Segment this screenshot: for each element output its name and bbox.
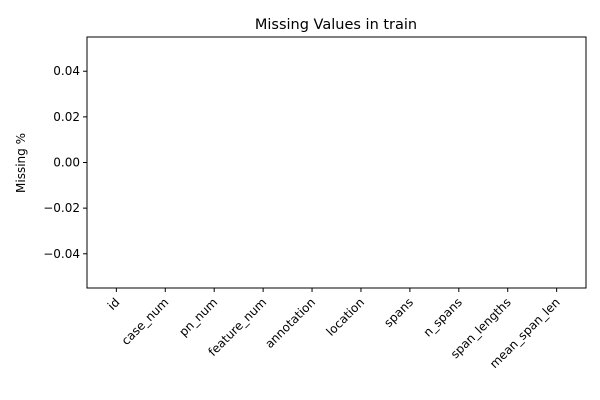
y-axis-label: Missing % (14, 133, 28, 193)
plot-frame (86, 36, 587, 289)
y-tick-label: 0.02 (53, 110, 80, 124)
y-tick-label: −0.04 (43, 247, 80, 261)
y-tick-label: −0.02 (43, 201, 80, 215)
y-tick-label: 0.04 (53, 64, 80, 78)
chart-title: Missing Values in train (255, 17, 417, 33)
y-tick-label: 0.00 (53, 156, 80, 170)
